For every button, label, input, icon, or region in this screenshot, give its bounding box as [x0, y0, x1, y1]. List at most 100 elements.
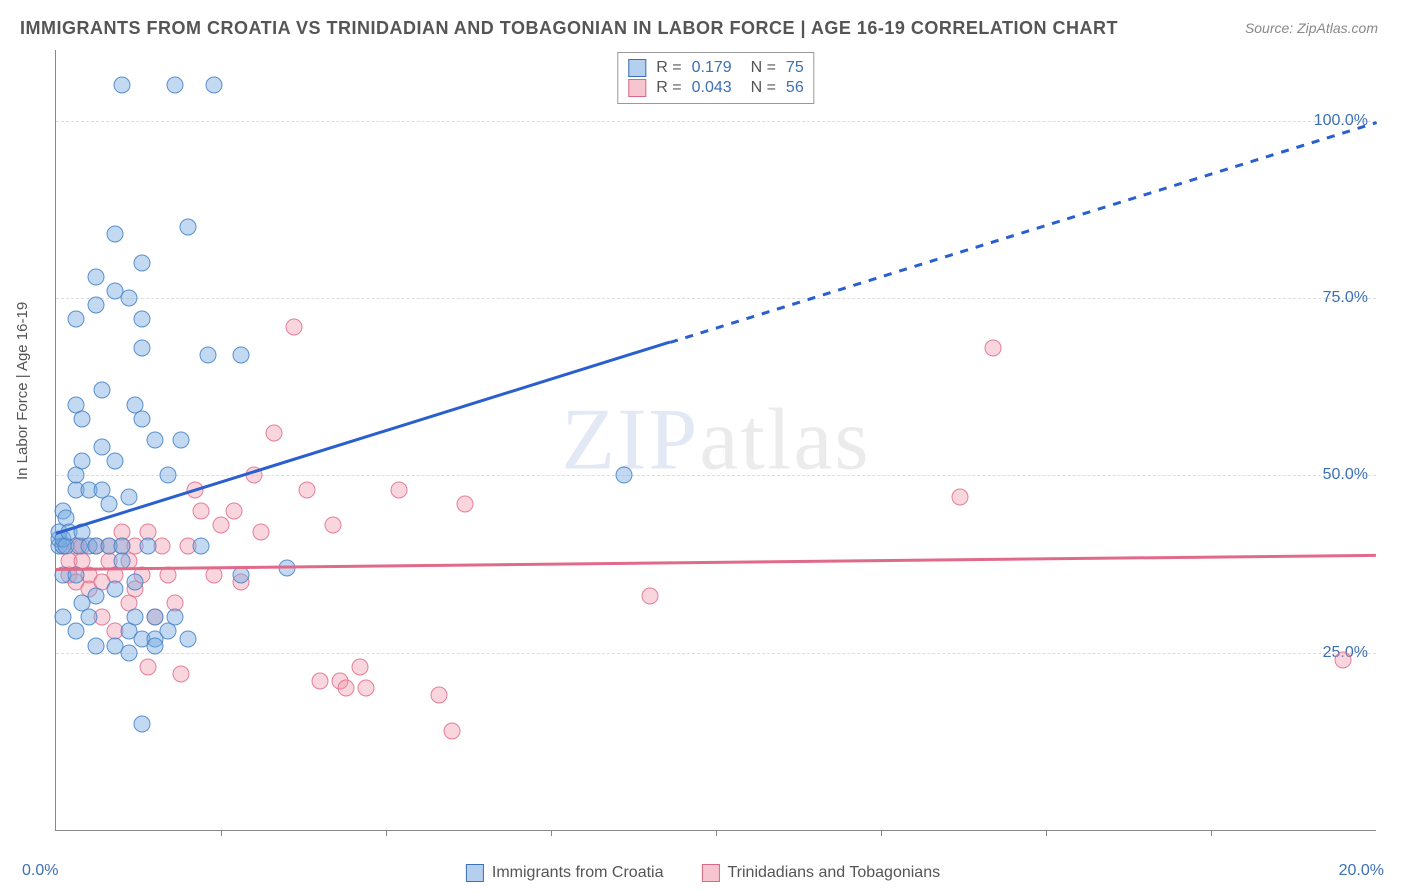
scatter-point — [430, 687, 447, 704]
scatter-point — [54, 609, 71, 626]
x-tick-mark — [1046, 830, 1047, 836]
scatter-point — [985, 339, 1002, 356]
scatter-point — [67, 311, 84, 328]
scatter-point — [100, 495, 117, 512]
scatter-point — [265, 424, 282, 441]
scatter-point — [87, 297, 104, 314]
scatter-point — [173, 666, 190, 683]
scatter-point — [1335, 651, 1352, 668]
scatter-point — [338, 680, 355, 697]
scatter-point — [325, 517, 342, 534]
scatter-point — [140, 658, 157, 675]
scatter-point — [351, 658, 368, 675]
scatter-point — [312, 673, 329, 690]
scatter-point — [133, 339, 150, 356]
swatch-pink-icon — [701, 864, 719, 882]
x-tick-mark — [221, 830, 222, 836]
scatter-point — [147, 609, 164, 626]
scatter-point — [615, 467, 632, 484]
gridline — [56, 298, 1376, 299]
x-tick-mark — [551, 830, 552, 836]
y-axis-label: In Labor Force | Age 16-19 — [14, 302, 31, 480]
x-tick-mark — [386, 830, 387, 836]
scatter-point — [147, 637, 164, 654]
scatter-point — [133, 254, 150, 271]
scatter-point — [87, 588, 104, 605]
legend-label-pink: Trinidadians and Tobagonians — [727, 864, 940, 882]
trend-line — [669, 121, 1376, 343]
scatter-point — [642, 588, 659, 605]
scatter-point — [285, 318, 302, 335]
plot-area: ZIPatlas R = 0.179 N = 75 R = 0.043 N = … — [55, 50, 1376, 831]
scatter-point — [457, 495, 474, 512]
scatter-point — [166, 77, 183, 94]
n-label: N = — [742, 79, 776, 97]
scatter-point — [444, 722, 461, 739]
correlation-legend: R = 0.179 N = 75 R = 0.043 N = 56 — [617, 52, 814, 104]
scatter-point — [107, 580, 124, 597]
scatter-point — [133, 410, 150, 427]
scatter-point — [252, 524, 269, 541]
trend-line — [56, 553, 1376, 570]
r-label: R = — [656, 59, 681, 77]
scatter-point — [120, 644, 137, 661]
r-label: R = — [656, 79, 681, 97]
chart-title: IMMIGRANTS FROM CROATIA VS TRINIDADIAN A… — [20, 18, 1118, 39]
scatter-point — [114, 77, 131, 94]
gridline — [56, 121, 1376, 122]
scatter-point — [147, 432, 164, 449]
scatter-point — [226, 502, 243, 519]
gridline — [56, 653, 1376, 654]
correlation-row-pink: R = 0.043 N = 56 — [628, 79, 803, 97]
n-label: N = — [742, 59, 776, 77]
scatter-point — [213, 517, 230, 534]
scatter-point — [232, 346, 249, 363]
scatter-point — [133, 715, 150, 732]
scatter-point — [166, 609, 183, 626]
x-tick-last: 20.0% — [1339, 862, 1384, 880]
x-tick-first: 0.0% — [22, 862, 58, 880]
swatch-blue-icon — [628, 59, 646, 77]
scatter-point — [81, 609, 98, 626]
scatter-point — [140, 538, 157, 555]
swatch-blue-icon — [466, 864, 484, 882]
source-label: Source: ZipAtlas.com — [1245, 20, 1378, 36]
scatter-point — [74, 453, 91, 470]
scatter-point — [180, 219, 197, 236]
correlation-row-blue: R = 0.179 N = 75 — [628, 59, 803, 77]
scatter-point — [74, 410, 91, 427]
y-tick-label: 50.0% — [1323, 466, 1368, 484]
scatter-point — [120, 488, 137, 505]
x-tick-mark — [716, 830, 717, 836]
scatter-point — [232, 566, 249, 583]
watermark-atlas: atlas — [699, 392, 870, 489]
n-value-pink: 56 — [786, 79, 804, 97]
scatter-point — [358, 680, 375, 697]
legend-item-pink: Trinidadians and Tobagonians — [701, 864, 940, 882]
scatter-point — [133, 311, 150, 328]
scatter-point — [952, 488, 969, 505]
scatter-point — [180, 630, 197, 647]
legend-item-blue: Immigrants from Croatia — [466, 864, 664, 882]
scatter-point — [127, 609, 144, 626]
x-tick-mark — [1211, 830, 1212, 836]
legend-label-blue: Immigrants from Croatia — [492, 864, 664, 882]
scatter-point — [107, 453, 124, 470]
scatter-point — [120, 290, 137, 307]
scatter-point — [173, 432, 190, 449]
scatter-point — [298, 481, 315, 498]
r-value-pink: 0.043 — [692, 79, 732, 97]
y-tick-label: 75.0% — [1323, 289, 1368, 307]
scatter-point — [206, 77, 223, 94]
scatter-point — [193, 538, 210, 555]
scatter-point — [127, 573, 144, 590]
swatch-pink-icon — [628, 79, 646, 97]
scatter-point — [67, 623, 84, 640]
scatter-point — [94, 382, 111, 399]
n-value-blue: 75 — [786, 59, 804, 77]
scatter-point — [87, 637, 104, 654]
scatter-point — [391, 481, 408, 498]
series-legend: Immigrants from Croatia Trinidadians and… — [466, 864, 940, 882]
scatter-point — [107, 226, 124, 243]
scatter-point — [160, 467, 177, 484]
